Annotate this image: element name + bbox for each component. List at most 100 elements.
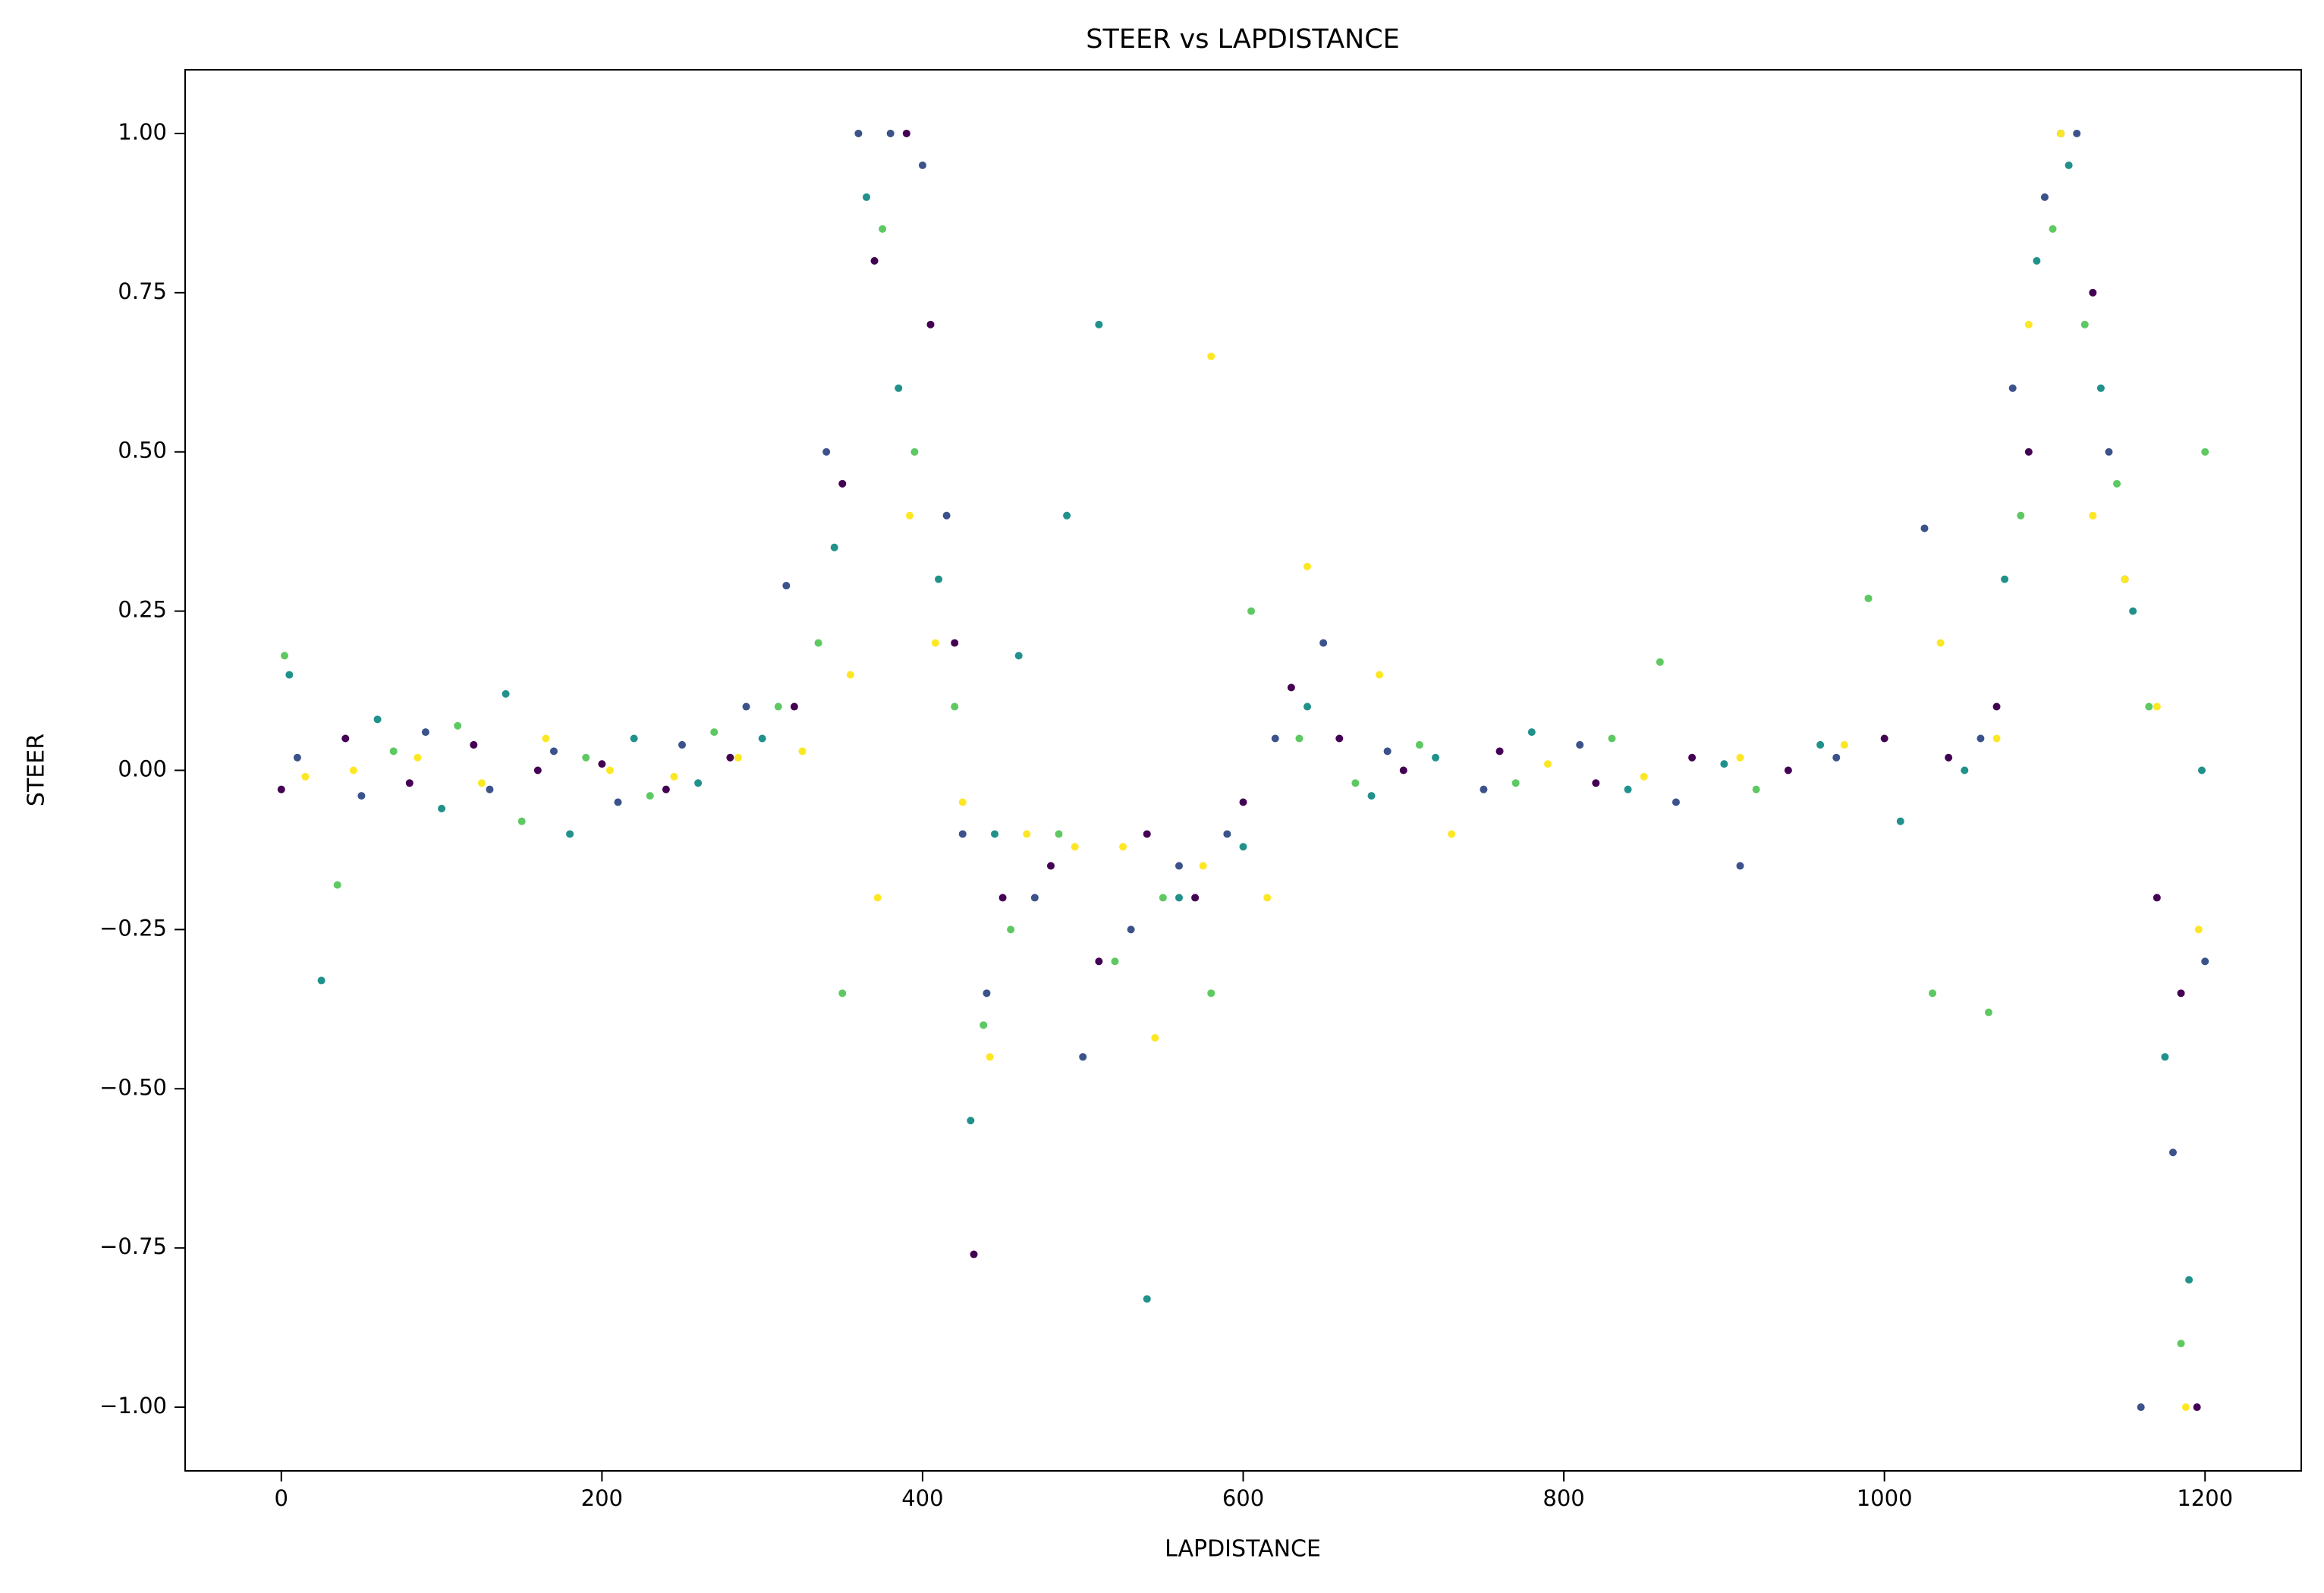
scatter-point	[349, 766, 357, 775]
scatter-point	[782, 582, 791, 590]
scatter-point	[470, 740, 478, 749]
scatter-point	[1671, 798, 1680, 806]
scatter-point	[895, 384, 903, 392]
scatter-point	[2129, 607, 2137, 615]
scatter-point	[1095, 957, 1103, 966]
scatter-point	[662, 785, 670, 793]
scatter-point	[1977, 734, 1985, 743]
scatter-point	[710, 728, 719, 737]
y-tick-label: 0.50	[118, 438, 167, 463]
scatter-point	[2193, 1403, 2201, 1412]
scatter-point	[2001, 575, 2009, 583]
scatter-point	[1920, 524, 1929, 533]
scatter-point	[1247, 607, 1256, 615]
scatter-point	[2121, 575, 2129, 583]
scatter-point	[2168, 1148, 2177, 1157]
scatter-point	[2024, 320, 2033, 328]
scatter-point	[726, 753, 734, 762]
scatter-point	[678, 740, 686, 749]
scatter-point	[1263, 894, 1272, 902]
scatter-point	[630, 734, 638, 743]
scatter-point	[1175, 894, 1183, 902]
scatter-point	[1880, 734, 1888, 743]
scatter-point	[1023, 830, 1031, 838]
scatter-point	[1007, 925, 1015, 934]
scatter-point	[373, 715, 382, 724]
scatter-point	[454, 721, 462, 730]
scatter-point	[486, 785, 494, 793]
scatter-point	[1304, 702, 1312, 711]
scatter-point	[902, 129, 910, 137]
scatter-point	[1399, 766, 1407, 775]
scatter-point	[1199, 862, 1207, 870]
scatter-point	[605, 766, 614, 775]
scatter-point	[870, 256, 879, 265]
scatter-point	[942, 511, 951, 520]
scatter-point	[1071, 843, 1079, 851]
scatter-point	[1127, 925, 1135, 934]
scatter-point	[317, 976, 325, 985]
scatter-point	[1945, 753, 1953, 762]
y-tick-label: 0.00	[118, 756, 167, 782]
scatter-point	[2040, 193, 2049, 201]
scatter-point	[1063, 511, 1071, 520]
scatter-point	[1159, 894, 1167, 902]
scatter-point	[1119, 843, 1127, 851]
scatter-point	[1984, 1008, 1992, 1016]
scatter-point	[1304, 562, 1312, 570]
scatter-point	[980, 1021, 988, 1029]
scatter-point	[333, 881, 341, 889]
y-tick-label: −0.25	[99, 915, 167, 941]
scatter-point	[873, 894, 882, 902]
scatter-point	[2089, 288, 2097, 297]
scatter-point	[790, 702, 798, 711]
scatter-point	[2033, 256, 2041, 265]
scatter-point	[2065, 161, 2073, 169]
scatter-point	[918, 161, 926, 169]
scatter-point	[758, 734, 766, 743]
scatter-point	[477, 779, 486, 787]
scatter-point	[1992, 702, 2001, 711]
y-tick-label: −1.00	[99, 1393, 167, 1419]
scatter-point	[1448, 830, 1456, 838]
scatter-point	[1592, 779, 1600, 787]
scatter-point	[2177, 1340, 2185, 1348]
y-axis-label: STEER	[24, 734, 50, 806]
scatter-point	[533, 766, 542, 775]
scatter-point	[1014, 652, 1023, 660]
scatter-point	[1688, 753, 1697, 762]
scatter-point	[1640, 772, 1648, 781]
scatter-point	[838, 989, 847, 998]
x-tick-label: 400	[901, 1485, 943, 1511]
scatter-point	[814, 639, 822, 647]
scatter-point	[2096, 384, 2105, 392]
scatter-point	[2057, 129, 2065, 137]
scatter-point	[421, 728, 429, 737]
x-axis-label: LAPDISTANCE	[1165, 1536, 1321, 1563]
scatter-point	[1239, 843, 1247, 851]
scatter-point	[830, 543, 838, 551]
scatter-point	[1624, 785, 1632, 793]
scatter-point	[774, 702, 782, 711]
scatter-point	[846, 671, 854, 679]
scatter-point	[1480, 785, 1488, 793]
scatter-point	[2161, 1053, 2169, 1061]
scatter-point	[2194, 925, 2203, 934]
scatter-point	[1295, 734, 1304, 743]
scatter-point	[970, 1250, 978, 1258]
y-tick-label: −0.50	[99, 1074, 167, 1100]
scatter-point	[598, 760, 606, 768]
scatter-point	[906, 511, 914, 520]
scatter-point	[2185, 1276, 2193, 1284]
scatter-point	[2181, 1403, 2190, 1412]
scatter-point	[414, 753, 422, 762]
scatter-point	[1961, 766, 1969, 775]
scatter-point	[951, 639, 959, 647]
scatter-point	[951, 702, 959, 711]
scatter-point	[967, 1117, 975, 1125]
scatter-point	[935, 575, 943, 583]
scatter-point	[582, 753, 590, 762]
scatter-point	[2145, 702, 2153, 711]
scatter-point	[1840, 740, 1848, 749]
